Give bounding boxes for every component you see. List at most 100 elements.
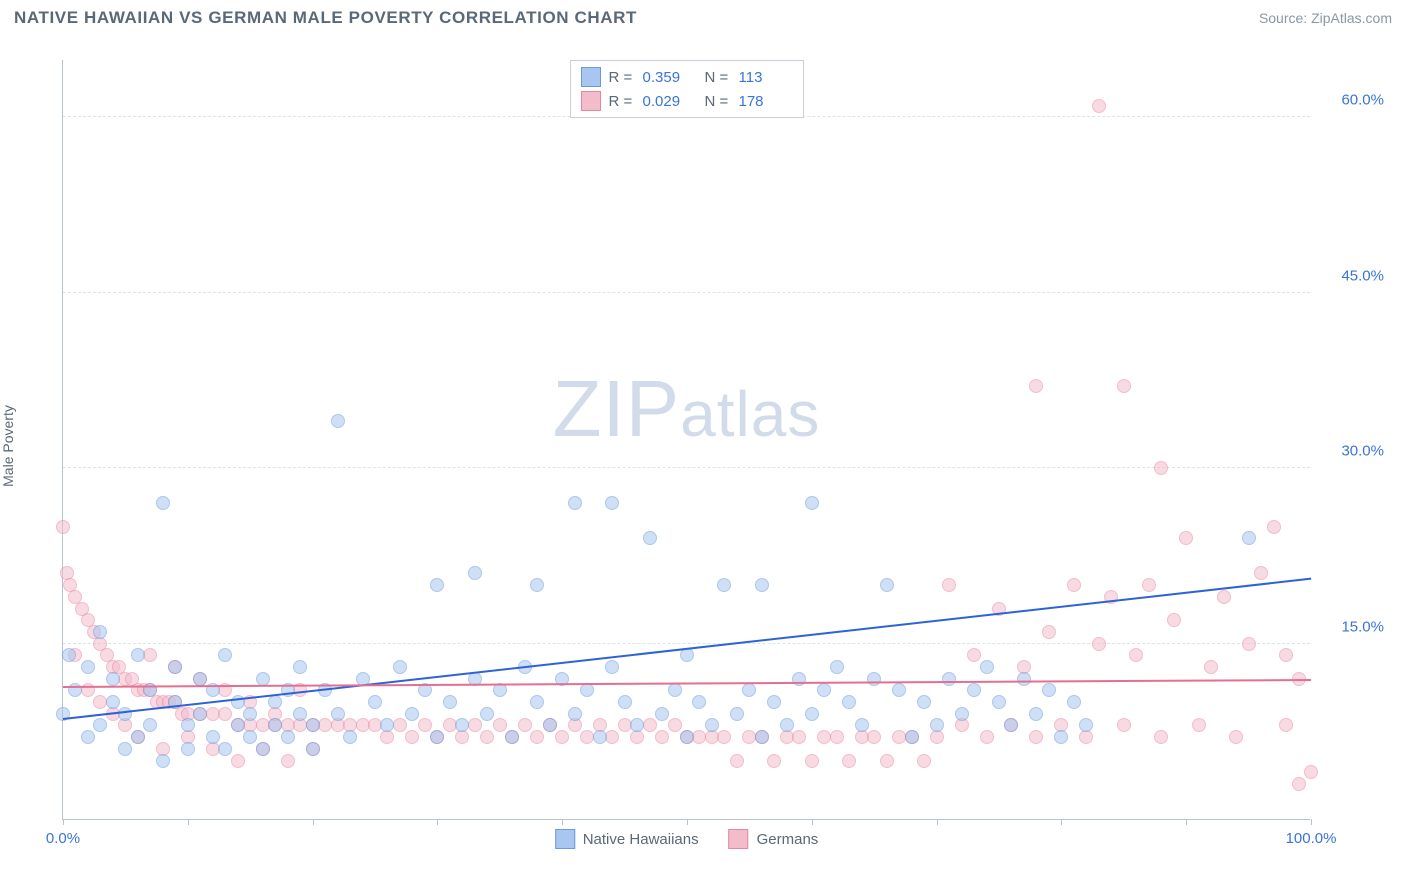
data-point (218, 742, 232, 756)
data-point (568, 496, 582, 510)
data-point (842, 695, 856, 709)
data-point (1042, 625, 1056, 639)
data-point (767, 754, 781, 768)
data-point (755, 730, 769, 744)
data-point (206, 730, 220, 744)
data-point (992, 695, 1006, 709)
data-point (293, 707, 307, 721)
data-point (81, 730, 95, 744)
data-point (493, 718, 507, 732)
data-point (443, 695, 457, 709)
data-point (942, 578, 956, 592)
data-point (1029, 379, 1043, 393)
data-point (817, 683, 831, 697)
data-point (181, 742, 195, 756)
data-point (867, 730, 881, 744)
data-point (331, 414, 345, 428)
chart-title: NATIVE HAWAIIAN VS GERMAN MALE POVERTY C… (14, 8, 637, 28)
data-point (243, 707, 257, 721)
data-point (568, 707, 582, 721)
x-tick (812, 819, 813, 825)
data-point (62, 648, 76, 662)
r-value-hawaiians: 0.359 (643, 69, 697, 86)
data-point (168, 660, 182, 674)
data-point (842, 754, 856, 768)
data-point (593, 730, 607, 744)
data-point (118, 742, 132, 756)
data-point (1254, 566, 1268, 580)
data-point (755, 578, 769, 592)
data-point (917, 695, 931, 709)
data-point (867, 672, 881, 686)
data-point (156, 496, 170, 510)
data-point (880, 578, 894, 592)
data-point (131, 648, 145, 662)
data-point (505, 730, 519, 744)
data-point (268, 695, 282, 709)
data-point (405, 707, 419, 721)
data-point (106, 672, 120, 686)
x-tick (1186, 819, 1187, 825)
data-point (1179, 531, 1193, 545)
data-point (605, 660, 619, 674)
data-point (93, 625, 107, 639)
data-point (518, 718, 532, 732)
data-point (218, 648, 232, 662)
gridline (63, 467, 1310, 468)
data-point (143, 718, 157, 732)
data-point (805, 496, 819, 510)
data-point (1154, 461, 1168, 475)
data-point (643, 718, 657, 732)
data-point (1292, 777, 1306, 791)
data-point (1067, 578, 1081, 592)
gridline (63, 292, 1310, 293)
data-point (1279, 648, 1293, 662)
data-point (643, 531, 657, 545)
data-point (393, 660, 407, 674)
data-point (668, 718, 682, 732)
data-point (181, 718, 195, 732)
data-point (193, 707, 207, 721)
data-point (468, 718, 482, 732)
legend-item-germans: Germans (729, 829, 819, 849)
data-point (243, 730, 257, 744)
data-point (730, 754, 744, 768)
data-point (942, 672, 956, 686)
swatch-germans (581, 91, 601, 111)
data-point (468, 566, 482, 580)
data-point (343, 730, 357, 744)
series-name-hawaiians: Native Hawaiians (583, 831, 699, 848)
x-tick (562, 819, 563, 825)
data-point (56, 520, 70, 534)
data-point (880, 754, 894, 768)
data-point (955, 707, 969, 721)
gridline (63, 643, 1310, 644)
x-tick-label: 100.0% (1286, 830, 1337, 847)
data-point (430, 578, 444, 592)
data-point (368, 695, 382, 709)
data-point (692, 695, 706, 709)
data-point (917, 754, 931, 768)
data-point (81, 660, 95, 674)
data-point (530, 730, 544, 744)
data-point (668, 683, 682, 697)
data-point (430, 730, 444, 744)
legend-row-hawaiians: R =0.359 N =113 (581, 65, 793, 89)
data-point (1192, 718, 1206, 732)
data-point (405, 730, 419, 744)
y-tick-label: 45.0% (1324, 267, 1384, 284)
data-point (655, 730, 669, 744)
x-tick (937, 819, 938, 825)
x-tick (437, 819, 438, 825)
chart-container: Male Poverty ZIPatlas R =0.359 N =113 R … (14, 40, 1392, 852)
data-point (1154, 730, 1168, 744)
data-point (555, 730, 569, 744)
y-axis-label: Male Poverty (0, 405, 16, 487)
series-legend: Native Hawaiians Germans (555, 829, 819, 849)
data-point (905, 730, 919, 744)
data-point (1117, 379, 1131, 393)
data-point (218, 707, 232, 721)
data-point (231, 718, 245, 732)
data-point (106, 695, 120, 709)
x-tick (313, 819, 314, 825)
